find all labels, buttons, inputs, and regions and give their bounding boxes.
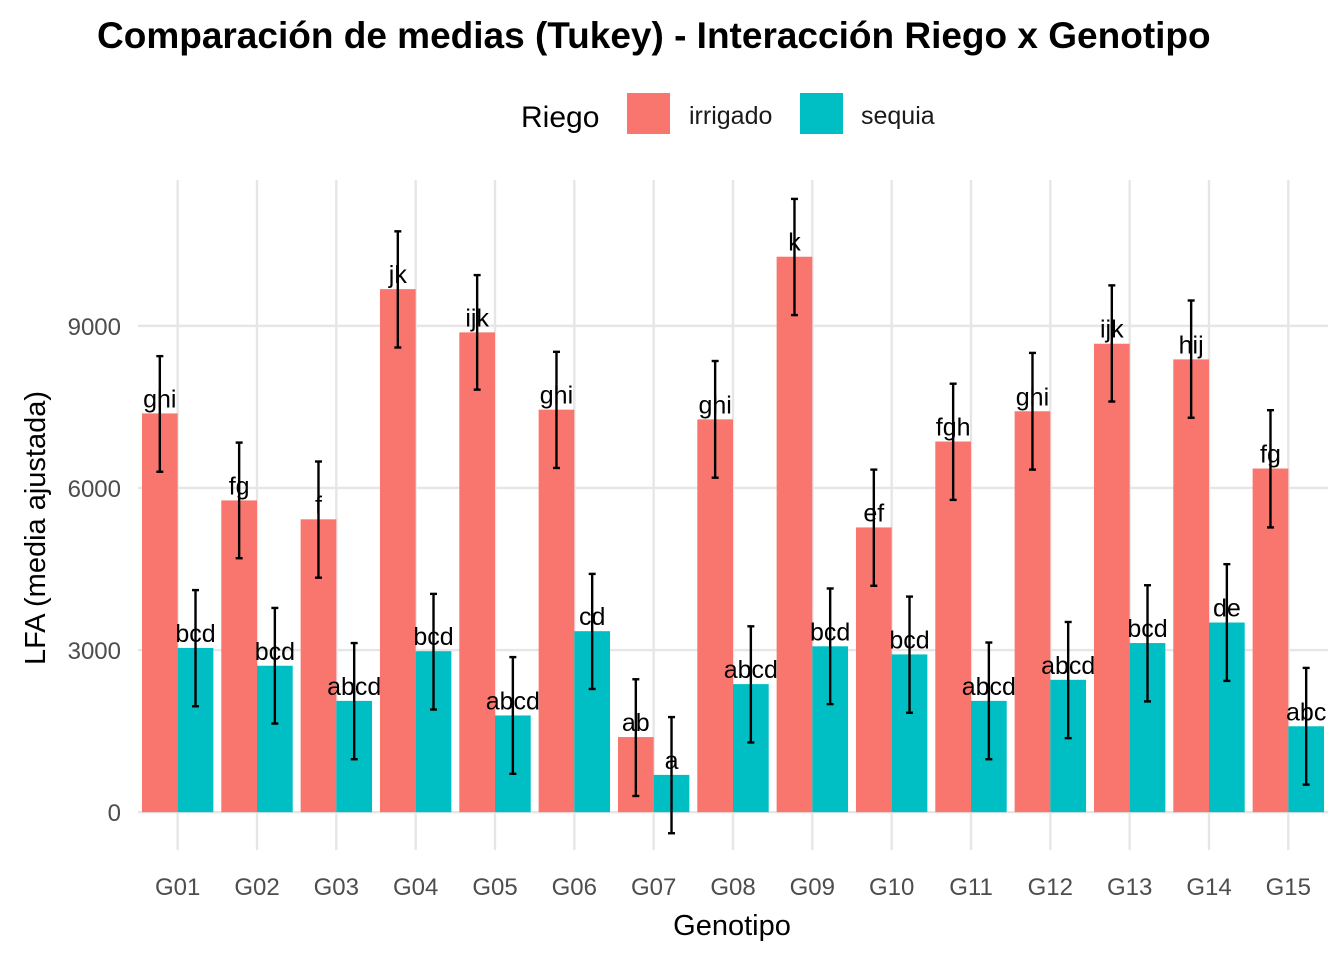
letter-label-sequia-G07: a: [665, 747, 679, 775]
bar-irrigado-G05: [459, 332, 495, 813]
x-tick-label: G02: [234, 874, 279, 901]
letter-label-sequia-G06: cd: [579, 603, 605, 631]
tukey-letters: ghi fg f jk ijk ghi ab ghi k ef fgh ghi ijk hij fg bcd b…: [143, 229, 1326, 775]
letter-label-sequia-G09: bcd: [810, 618, 850, 646]
x-tick-label: G14: [1186, 874, 1231, 901]
letter-label-sequia-G05: abcd: [486, 687, 540, 715]
letter-label-sequia-G01: bcd: [175, 620, 215, 648]
axes: 0 3000 6000 9000 G01 G02 G03 G04 G05 G06 G07 G08 G09…: [68, 314, 1311, 901]
x-tick-label: G15: [1266, 874, 1311, 901]
letter-label-irrigado-G15: fg: [1260, 441, 1281, 469]
legend-label-irrigado: irrigado: [689, 102, 772, 130]
letter-label-irrigado-G06: ghi: [540, 382, 573, 410]
letter-label-sequia-G13: bcd: [1127, 615, 1167, 643]
legend-swatch-irrigado: [627, 93, 670, 134]
legend: Riego irrigado sequia: [521, 93, 935, 134]
letter-label-sequia-G11: abcd: [962, 673, 1016, 701]
y-tick-label: 9000: [68, 314, 121, 341]
legend-title: Riego: [521, 101, 599, 134]
letter-label-sequia-G12: abcd: [1041, 652, 1095, 680]
letter-label-irrigado-G08: ghi: [698, 391, 731, 419]
letter-label-sequia-G14: de: [1213, 595, 1241, 623]
x-tick-label: G01: [155, 874, 200, 901]
x-tick-label: G09: [790, 874, 835, 901]
letter-label-irrigado-G13: ijk: [1100, 316, 1124, 344]
x-tick-label: G06: [552, 874, 597, 901]
error-bars: [156, 197, 1310, 835]
letter-label-irrigado-G12: ghi: [1016, 383, 1049, 411]
legend-label-sequia: sequia: [861, 102, 935, 130]
chart-title: Comparación de medias (Tukey) - Interacc…: [97, 15, 1211, 56]
x-axis-title: Genotipo: [673, 910, 791, 942]
letter-label-sequia-G10: bcd: [889, 626, 929, 654]
letter-label-irrigado-G14: hij: [1179, 331, 1204, 359]
letter-label-irrigado-G04: jk: [388, 261, 408, 289]
x-tick-label: G10: [869, 874, 914, 901]
legend-swatch-sequia: [800, 93, 843, 134]
y-tick-label: 3000: [68, 638, 121, 665]
letter-label-irrigado-G02: fg: [229, 472, 250, 500]
letter-label-irrigado-G05: ijk: [465, 304, 489, 332]
letter-label-sequia-G02: bcd: [255, 638, 295, 666]
letter-label-irrigado-G01: ghi: [143, 385, 176, 413]
bar-irrigado-G04: [379, 289, 416, 813]
letter-label-sequia-G15: abc: [1286, 698, 1326, 726]
letter-label-sequia-G04: bcd: [413, 623, 453, 651]
x-tick-label: G07: [631, 874, 676, 901]
bar-irrigado-G14: [1173, 359, 1209, 813]
x-tick-label: G11: [949, 874, 993, 901]
letter-label-irrigado-G03: f: [315, 491, 322, 519]
x-tick-label: G13: [1107, 874, 1152, 901]
bars: [141, 256, 1325, 813]
y-axis-title: LFA (media ajustada): [20, 391, 52, 665]
letter-label-sequia-G03: abcd: [327, 673, 381, 701]
letter-label-sequia-G08: abcd: [724, 656, 778, 684]
bar-irrigado-G09: [776, 256, 813, 813]
x-tick-label: G05: [472, 874, 517, 901]
y-tick-label: 6000: [68, 476, 121, 503]
x-tick-label: G04: [393, 874, 438, 901]
letter-label-irrigado-G10: ef: [863, 499, 884, 527]
bar-irrigado-G11: [935, 441, 971, 813]
letter-label-irrigado-G07: ab: [622, 709, 650, 737]
x-tick-label: G12: [1028, 874, 1073, 901]
bar-irrigado-G08: [697, 419, 733, 813]
bar-irrigado-G12: [1014, 411, 1051, 813]
x-tick-label: G03: [314, 874, 359, 901]
y-tick-label: 0: [108, 800, 121, 827]
bar-irrigado-G01: [141, 413, 178, 813]
x-tick-label: G08: [710, 874, 755, 901]
bar-irrigado-G13: [1093, 343, 1130, 813]
letter-label-irrigado-G09: k: [788, 229, 801, 257]
letter-label-irrigado-G11: fgh: [936, 414, 971, 442]
bar-irrigado-G06: [538, 409, 575, 813]
